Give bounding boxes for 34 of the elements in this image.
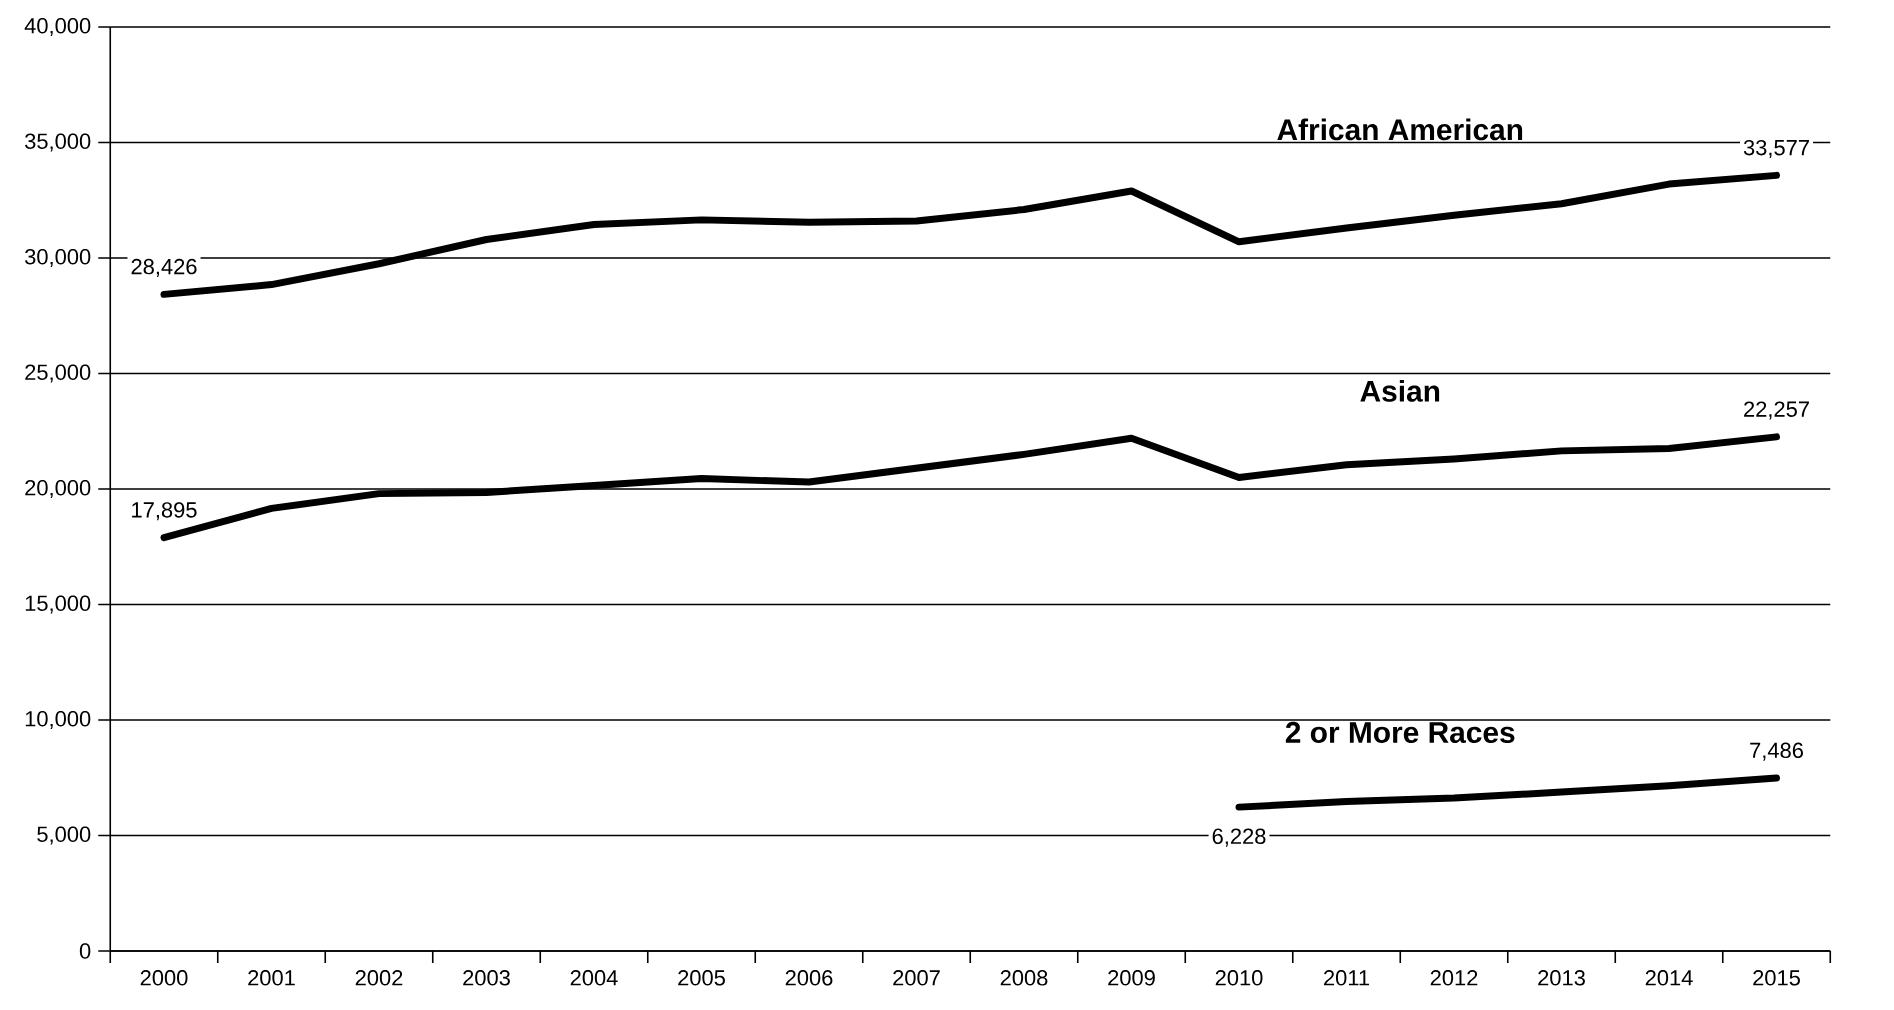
text: African American: [1277, 118, 1523, 141]
y-tick-label: 35,000: [25, 133, 91, 152]
y-tick-label: 20,000: [25, 479, 91, 499]
y-tick-label: 0: [79, 943, 91, 959]
x-tick-label: 2006: [785, 970, 833, 986]
data-label: 22,257: [1744, 401, 1809, 420]
y-tick-label: 30,000: [25, 248, 91, 268]
x-tick-label: 2000: [140, 970, 188, 986]
data-label: 6,228: [1212, 828, 1266, 847]
x-tick-label: 2007: [893, 970, 940, 986]
y-tick-label: 15,000: [25, 595, 91, 614]
x-tick-label: 2009: [1108, 970, 1155, 986]
x-tick-label: 2004: [570, 970, 618, 986]
x-tick-label: 2012: [1430, 970, 1478, 986]
y-tick-label: 40,000: [24, 17, 91, 37]
x-tick-label: 2013: [1538, 970, 1585, 986]
series-label: 2 or More Races: [1285, 721, 1515, 744]
x-tick-label: 2015: [1753, 970, 1800, 986]
y-tick-label: 5,000: [37, 826, 91, 845]
data-label: 17,895: [132, 502, 197, 521]
data-label: 7,486: [1750, 742, 1803, 761]
x-tick-label: 2010: [1215, 970, 1263, 986]
x-tick-label: 2003: [463, 970, 510, 986]
data-label: 28,426: [131, 258, 197, 277]
y-tick-label: 10,000: [25, 710, 91, 730]
data-label: 33,577: [1743, 139, 1809, 158]
series-label: Asian: [1360, 379, 1440, 402]
x-tick-label: 2002: [355, 970, 403, 986]
x-tick-label: 2008: [1000, 970, 1048, 986]
x-tick-label: 2005: [678, 970, 725, 986]
x-tick-label: 2011: [1324, 970, 1370, 986]
x-tick-label: 2014: [1645, 970, 1693, 986]
x-tick-label: 2001: [248, 970, 295, 986]
y-tick-label: 25,000: [25, 364, 91, 383]
